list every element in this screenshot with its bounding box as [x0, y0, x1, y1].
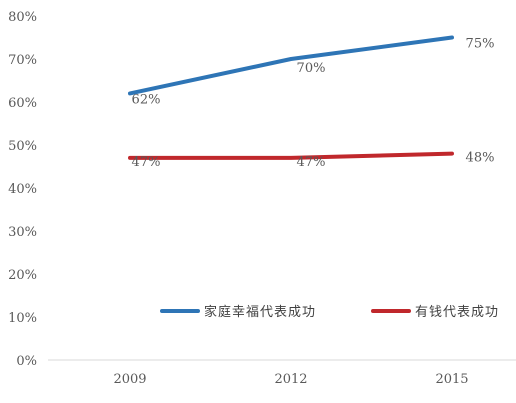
- series-line-1: [128, 151, 454, 160]
- legend-label: 家庭幸福代表成功: [204, 304, 316, 320]
- y-axis: 0% 10% 20% 30% 40% 50% 60% 70% 80%: [8, 10, 37, 369]
- data-label: 48%: [466, 151, 495, 166]
- data-labels: 62% 70% 75% 47% 47% 48%: [132, 37, 495, 170]
- x-axis: 2009 2012 2015: [48, 359, 516, 387]
- y-tick-label: 60%: [8, 96, 37, 111]
- data-label: 47%: [132, 155, 161, 170]
- y-tick-label: 0%: [16, 354, 37, 369]
- legend-label: 有钱代表成功: [415, 305, 499, 320]
- y-tick-label: 70%: [8, 53, 37, 68]
- series-lines: [128, 35, 454, 160]
- x-tick-label: 2009: [113, 372, 146, 387]
- y-tick-label: 30%: [8, 225, 37, 240]
- x-tick-label: 2015: [435, 372, 468, 387]
- data-label: 62%: [132, 92, 161, 107]
- series-line-0: [128, 35, 454, 96]
- data-label: 75%: [466, 37, 495, 52]
- data-label: 70%: [297, 61, 326, 76]
- y-tick-label: 50%: [8, 139, 37, 154]
- legend: 家庭幸福代表成功 有钱代表成功: [160, 304, 499, 320]
- x-tick-label: 2012: [274, 372, 307, 387]
- data-label: 47%: [297, 155, 326, 170]
- y-tick-label: 40%: [8, 182, 37, 197]
- y-tick-label: 10%: [8, 311, 37, 326]
- y-tick-label: 80%: [8, 10, 37, 25]
- y-tick-label: 20%: [8, 268, 37, 283]
